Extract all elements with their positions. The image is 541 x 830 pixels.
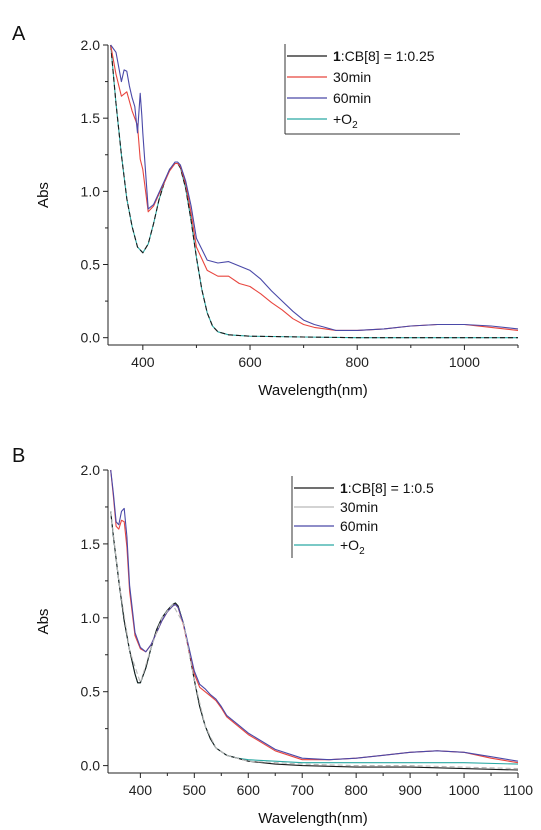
x-tick-label: 400 xyxy=(129,782,153,798)
series-line xyxy=(110,511,519,771)
legend-label: 1:CB[8] = 1:0.25 xyxy=(333,48,435,64)
y-axis-title: Abs xyxy=(35,182,52,208)
panel-label: B xyxy=(12,445,25,467)
legend: 1:CB[8] = 1:0.5 30min 60min +O2 xyxy=(291,476,434,558)
y-tick-label: 1.0 xyxy=(81,610,101,626)
y-axis-title: Abs xyxy=(35,609,52,635)
x-tick-label: 400 xyxy=(131,354,155,370)
panel-label: A xyxy=(12,23,26,45)
y-tick-label: 0.0 xyxy=(81,758,101,774)
legend-label: 60min xyxy=(340,518,378,534)
y-tick-label: 0.0 xyxy=(81,330,101,346)
series-line xyxy=(110,44,518,339)
x-tick-label: 800 xyxy=(346,354,370,370)
x-tick-label: 600 xyxy=(237,782,261,798)
x-axis-title: Wavelength(nm) xyxy=(258,382,367,399)
legend-label: 60min xyxy=(333,90,371,106)
x-tick-label: 800 xyxy=(344,782,368,798)
legend-label: 1:CB[8] = 1:0.5 xyxy=(340,480,434,496)
legend: 1:CB[8] = 1:0.25 30min 60min +O2 xyxy=(284,44,460,135)
x-tick-label: 1000 xyxy=(448,782,479,798)
y-tick-label: 0.5 xyxy=(81,684,101,700)
x-axis-title: Wavelength(nm) xyxy=(258,810,367,827)
chart-panel-b: B 0.0 0.5 1.0 1.5 2.0 400 500 600 700 800 900 1000 11… xyxy=(12,445,533,827)
y-tick-label: 2.0 xyxy=(81,37,101,53)
legend-label: +O2 xyxy=(340,537,365,557)
legend-label: 30min xyxy=(333,69,371,85)
x-tick-label: 1100 xyxy=(503,782,533,798)
x-tick-label: 600 xyxy=(238,354,262,370)
legend-label: 30min xyxy=(340,499,378,515)
y-tick-label: 1.0 xyxy=(81,183,101,199)
x-tick-label: 500 xyxy=(183,782,207,798)
series-line xyxy=(110,44,518,339)
x-tick-label: 900 xyxy=(398,782,422,798)
series-line xyxy=(110,469,519,762)
y-tick-label: 2.0 xyxy=(81,462,101,478)
series-line xyxy=(110,44,519,331)
y-tick-label: 1.5 xyxy=(81,536,101,552)
series-line xyxy=(110,511,519,765)
series-line xyxy=(110,511,519,770)
y-tick-label: 1.5 xyxy=(81,110,101,126)
legend-label: +O2 xyxy=(333,111,358,131)
y-tick-label: 0.5 xyxy=(81,257,101,273)
x-tick-label: 700 xyxy=(291,782,315,798)
series-line xyxy=(110,469,519,764)
series-line xyxy=(110,44,519,331)
chart-panel-a: A 0.0 0.5 1.0 1.5 2.0 400 600 800 1000 Wavelength(… xyxy=(12,23,519,399)
x-tick-label: 1000 xyxy=(449,354,480,370)
